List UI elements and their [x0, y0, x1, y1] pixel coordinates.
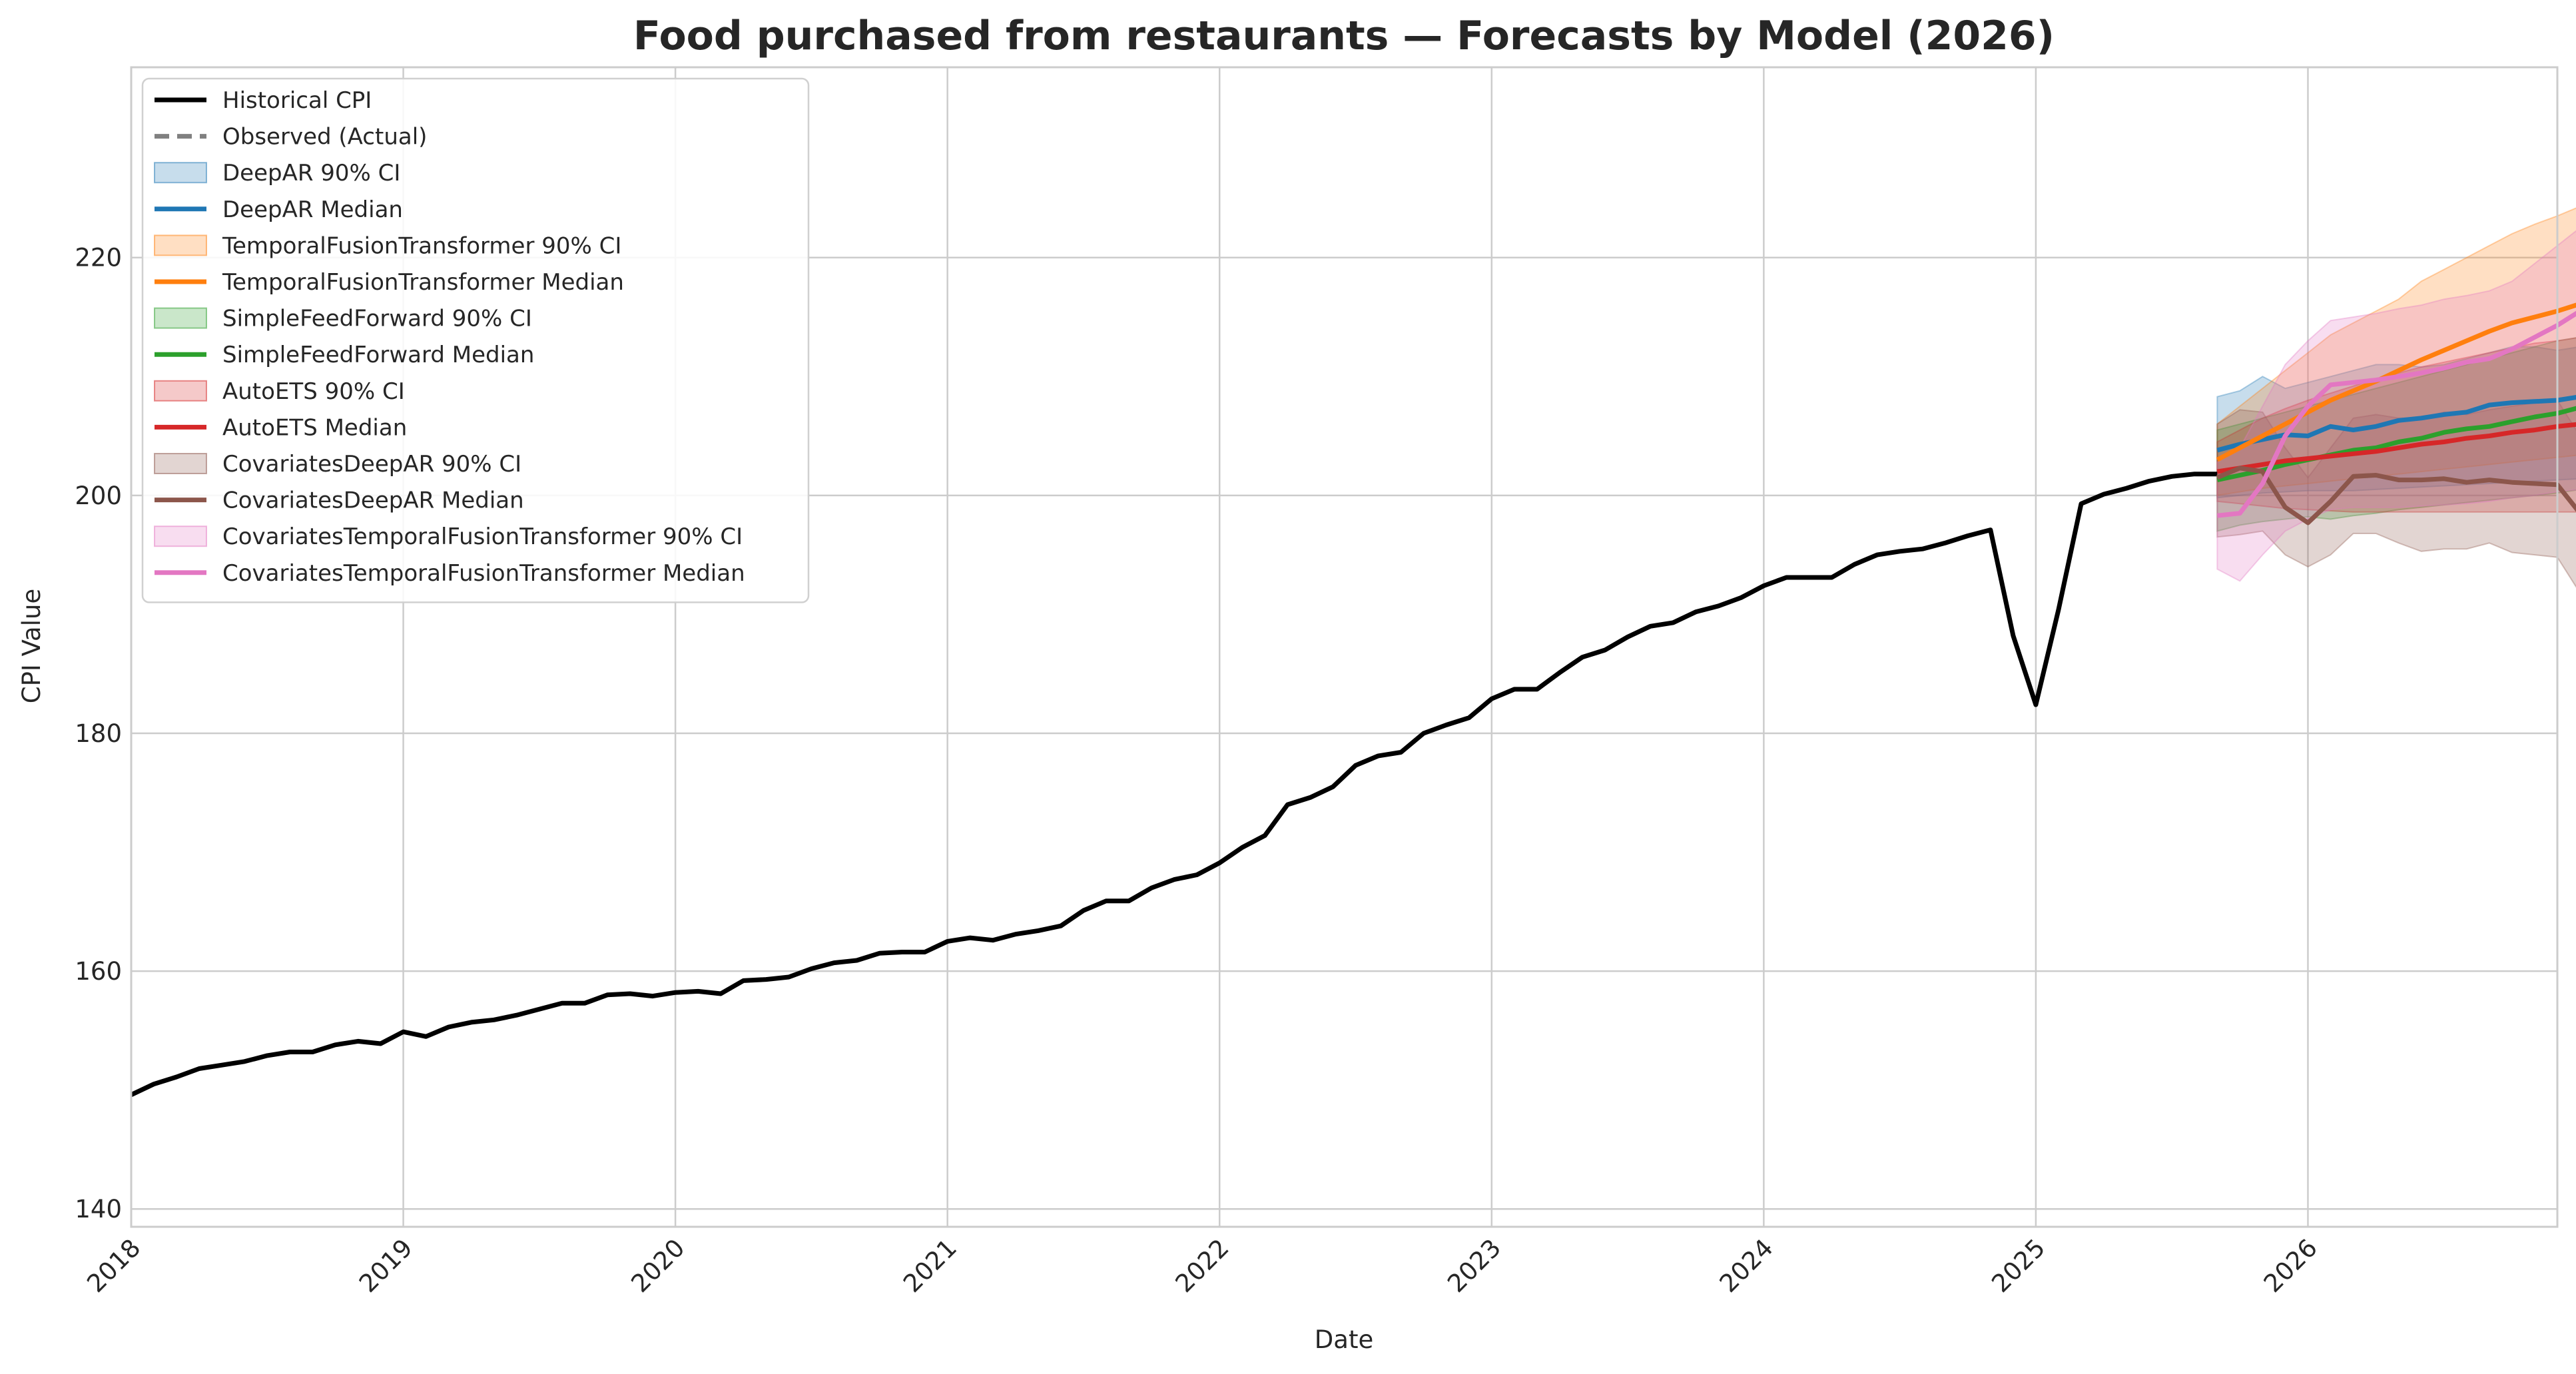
legend-box	[141, 77, 810, 603]
y-tick-label: 220	[75, 244, 122, 272]
median-line	[2216, 310, 2576, 518]
legend-label: CovariatesTemporalFusionTransformer Medi…	[222, 560, 745, 587]
legend-label: Observed (Actual)	[222, 124, 427, 151]
median-line	[2216, 466, 2576, 525]
median-line	[2216, 395, 2576, 453]
lines-layer	[130, 302, 2576, 1097]
legend-label: SimpleFeedForward 90% CI	[222, 306, 532, 332]
legend-label: CovariatesDeepAR Median	[222, 488, 524, 514]
legend-label: CovariatesTemporalFusionTransformer 90% …	[222, 523, 743, 550]
legend-label: DeepAR Median	[222, 196, 403, 223]
legend-swatch-patch	[154, 162, 207, 184]
legend-swatch-patch	[154, 453, 207, 474]
y-tick-label: 140	[75, 1195, 122, 1223]
median-line	[2216, 406, 2576, 483]
y-tick-label: 200	[75, 482, 122, 510]
y-axis-label: CPI Value	[17, 589, 46, 703]
legend: Historical CPI Observed (Actual) DeepAR 90…	[141, 77, 810, 603]
median-line	[2216, 422, 2576, 474]
ci-band	[2216, 230, 2576, 582]
legend-label: TemporalFusionTransformer Median	[222, 269, 624, 296]
legend-swatch-patch	[154, 525, 207, 547]
legend-swatch-patch	[154, 380, 207, 402]
legend-swatch-patch	[154, 307, 207, 329]
legend-label: TemporalFusionTransformer 90% CI	[222, 232, 621, 259]
legend-label: AutoETS Median	[222, 414, 407, 441]
legend-label: SimpleFeedForward Median	[222, 342, 534, 368]
legend-label: CovariatesDeepAR 90% CI	[222, 451, 521, 478]
legend-label: Historical CPI	[222, 87, 372, 114]
historical-line	[130, 472, 2218, 1097]
y-tick-label: 180	[75, 719, 122, 748]
y-tick-label: 160	[75, 957, 122, 986]
median-line	[2216, 302, 2576, 462]
x-axis-label: Date	[1315, 1325, 1373, 1354]
legend-swatch-patch	[154, 234, 207, 256]
legend-label: DeepAR 90% CI	[222, 160, 400, 186]
plot-frame	[130, 66, 2559, 1228]
legend-label: AutoETS 90% CI	[222, 378, 405, 405]
ci-band	[2216, 207, 2576, 496]
chart-title: Food purchased from restaurants — Foreca…	[633, 13, 2055, 59]
